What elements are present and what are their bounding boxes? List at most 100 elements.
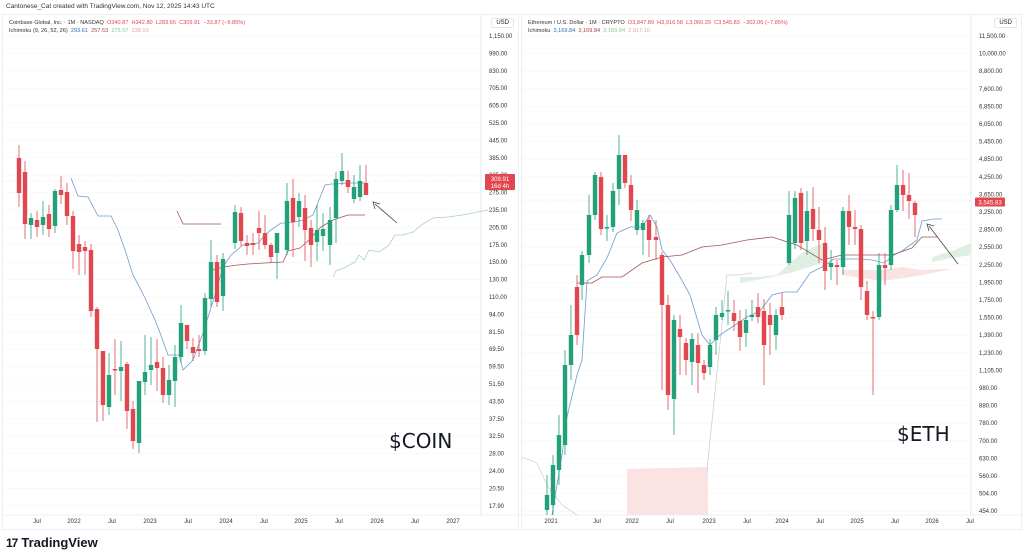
- candle-body: [719, 313, 725, 317]
- candle-body: [586, 215, 592, 255]
- x-axis-label: 2025: [850, 519, 864, 525]
- eth-ichimoku-label[interactable]: Ichimoku: [528, 28, 551, 34]
- candle-body: [755, 307, 761, 317]
- y-axis-label: 43.50: [489, 399, 505, 405]
- y-axis-label: 17.90: [489, 504, 505, 510]
- candle-body: [725, 310, 731, 312]
- coin-low: L283.65: [155, 20, 177, 26]
- x-axis-label: Jul: [666, 519, 674, 525]
- candle-body: [88, 250, 94, 311]
- y-axis-label: 705.00: [489, 86, 508, 92]
- candle-body: [339, 171, 345, 181]
- candle-body: [665, 305, 671, 395]
- x-axis-label: Jul: [891, 519, 899, 525]
- candle-body: [58, 190, 64, 195]
- candle-body: [816, 230, 822, 240]
- candle-body: [196, 349, 202, 351]
- y-axis-label: 1,230.00: [979, 351, 1003, 357]
- y-axis-label: 275.00: [489, 191, 508, 197]
- candle-body: [707, 345, 713, 367]
- coin-chart-panel[interactable]: Coinbase Global, Inc. · 1M · NASDAQ O340…: [2, 14, 520, 531]
- candle-body: [786, 215, 792, 263]
- y-axis-label: 980.00: [979, 386, 998, 392]
- candle-body: [64, 192, 70, 216]
- candle-body: [858, 229, 864, 287]
- coin-currency-button[interactable]: USD: [491, 18, 514, 28]
- y-axis-label: 830.00: [489, 69, 508, 75]
- candle-body: [628, 185, 634, 210]
- candle-body: [94, 309, 100, 349]
- x-axis-label: Jul: [743, 519, 751, 525]
- candle-body: [100, 351, 106, 405]
- eth-currency-button[interactable]: USD: [994, 18, 1017, 28]
- coin-change: −33.87 (−9.85%): [203, 20, 246, 26]
- candle-body: [314, 230, 320, 242]
- eth-legend: Ethereum / U.S. Dollar · 1M · CRYPTO O3,…: [528, 19, 788, 35]
- coin-ichimoku-label[interactable]: Ichimoku (9, 26, 52, 26): [9, 28, 68, 34]
- candle-body: [900, 185, 906, 195]
- y-axis-label: 6,050.00: [979, 122, 1003, 128]
- candle-body: [166, 380, 172, 395]
- y-axis-label: 51.50: [489, 382, 505, 388]
- eth-symbol[interactable]: Ethereum / U.S. Dollar · 1M · CRYPTO: [528, 20, 625, 26]
- candle-body: [320, 229, 326, 236]
- candle-body: [822, 243, 828, 271]
- candle-body: [70, 216, 76, 251]
- y-axis-label: 10,000.00: [979, 52, 1006, 58]
- candle-body: [683, 343, 689, 360]
- candle-body: [828, 263, 834, 267]
- annotation-arrow-icon: [374, 203, 398, 224]
- candle-body: [840, 211, 846, 267]
- y-axis-label: 8,800.00: [979, 69, 1003, 75]
- x-axis-label: Jul: [260, 519, 268, 525]
- candle-body: [202, 298, 208, 351]
- candle-body: [106, 375, 112, 407]
- candle-body: [296, 201, 302, 217]
- ichimoku-cloud-future: [932, 243, 971, 262]
- candle-body: [124, 364, 130, 411]
- ichimoku-span-a-early: [522, 456, 578, 516]
- candle-body: [779, 307, 785, 315]
- ichimoku-tenkan: [551, 214, 942, 516]
- eth-ich-span-a: 3,169.84: [603, 28, 626, 34]
- x-axis-label: 2021: [544, 519, 558, 525]
- x-axis-label: Jul: [816, 519, 824, 525]
- tradingview-logo[interactable]: 17 TradingView: [6, 535, 98, 550]
- x-axis-label: 2023: [143, 519, 157, 525]
- y-axis-label: 454.00: [979, 509, 998, 515]
- eth-chart-panel[interactable]: Ethereum / U.S. Dollar · 1M · CRYPTO O3,…: [521, 14, 1023, 531]
- candle-body: [713, 315, 719, 340]
- coin-price-plot[interactable]: 1,150.00 990.00 830.00 705.00 605.00 525.00 44…: [3, 15, 520, 531]
- coin-close: C309.91: [179, 20, 201, 26]
- tradingview-logo-text: TradingView: [21, 535, 98, 550]
- candle-body: [82, 247, 88, 251]
- candle-body: [232, 212, 238, 243]
- eth-price-plot[interactable]: 11,500.00 10,000.00 8,800.00 7,600.00 6,850.…: [522, 15, 1023, 531]
- candle-body: [574, 287, 580, 335]
- coin-last-price-tag-text: 16d 4h: [491, 184, 509, 190]
- candle-body: [250, 243, 256, 245]
- candle-body: [659, 255, 665, 305]
- y-axis-label: 28.00: [489, 452, 505, 458]
- candle-body: [190, 347, 196, 353]
- candle-body: [646, 220, 652, 240]
- candle-body: [864, 291, 870, 315]
- candle-body: [148, 365, 154, 370]
- candle-body: [852, 227, 858, 229]
- coin-symbol[interactable]: Coinbase Global, Inc. · 1M · NASDAQ: [9, 20, 104, 26]
- x-axis-label: 2025: [294, 519, 308, 525]
- candle-body: [677, 329, 683, 337]
- candle-body: [737, 321, 743, 337]
- coin-last-price-tag-text: 309.91: [491, 177, 510, 183]
- candle-body: [544, 495, 550, 510]
- candle-body: [882, 265, 888, 268]
- candle-body: [622, 155, 628, 183]
- candle-body: [214, 262, 220, 302]
- x-axis-label: Jul: [593, 519, 601, 525]
- y-axis-label: 7,600.00: [979, 87, 1003, 93]
- y-axis-label: 630.00: [979, 456, 998, 462]
- tradingview-logo-icon: 17: [6, 535, 18, 550]
- x-axis-label: 2024: [219, 519, 233, 525]
- candle-body: [302, 208, 308, 230]
- candle-body: [653, 237, 659, 240]
